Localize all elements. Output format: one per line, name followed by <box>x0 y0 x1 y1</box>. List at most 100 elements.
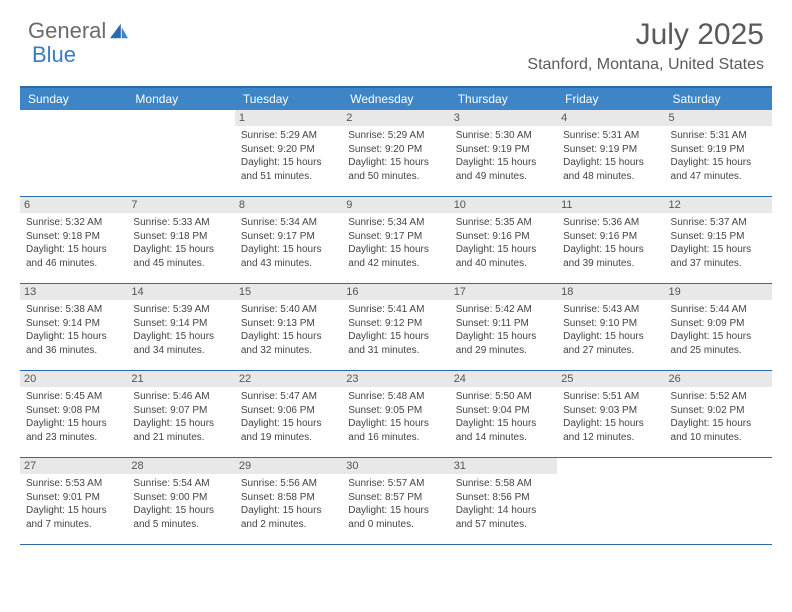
sunrise-line: Sunrise: 5:52 AM <box>671 390 766 404</box>
calendar-day: 19 Sunrise: 5:44 AMSunset: 9:09 PMDayligh… <box>665 284 772 370</box>
logo-text-blue-wrap: Blue <box>32 42 76 68</box>
day-number: 12 <box>665 197 772 213</box>
daylight-line: Daylight: 15 hours and 49 minutes. <box>456 156 551 183</box>
sunset-line: Sunset: 9:17 PM <box>241 230 336 244</box>
day-number: 13 <box>20 284 127 300</box>
day-number: 9 <box>342 197 449 213</box>
location: Stanford, Montana, United States <box>527 56 764 74</box>
sunrise-line: Sunrise: 5:57 AM <box>348 477 443 491</box>
sunset-line: Sunset: 9:05 PM <box>348 404 443 418</box>
calendar-day: 3Sunrise: 5:30 AMSunset: 9:19 PMDaylight… <box>450 110 557 196</box>
sunset-line: Sunset: 9:08 PM <box>26 404 121 418</box>
sunrise-line: Sunrise: 5:31 AM <box>563 129 658 143</box>
day-number: 27 <box>20 458 127 474</box>
sunset-line: Sunset: 9:02 PM <box>671 404 766 418</box>
sunset-line: Sunset: 9:03 PM <box>563 404 658 418</box>
day-number: 29 <box>235 458 342 474</box>
daylight-line: Daylight: 15 hours and 23 minutes. <box>26 417 121 444</box>
daylight-line: Daylight: 14 hours and 57 minutes. <box>456 504 551 531</box>
day-number: 16 <box>342 284 449 300</box>
daylight-line: Daylight: 15 hours and 7 minutes. <box>26 504 121 531</box>
daylight-line: Daylight: 15 hours and 16 minutes. <box>348 417 443 444</box>
calendar-day: 18Sunrise: 5:43 AMSunset: 9:10 PMDayligh… <box>557 284 664 370</box>
title-block: July 2025 Stanford, Montana, United Stat… <box>527 18 764 74</box>
daylight-line: Daylight: 15 hours and 27 minutes. <box>563 330 658 357</box>
weekday-header: Friday <box>557 88 664 110</box>
sunset-line: Sunset: 8:56 PM <box>456 491 551 505</box>
sunrise-line: Sunrise: 5:36 AM <box>563 216 658 230</box>
day-number: 18 <box>557 284 664 300</box>
day-number: 15 <box>235 284 342 300</box>
sunrise-line: Sunrise: 5:41 AM <box>348 303 443 317</box>
sunset-line: Sunset: 8:57 PM <box>348 491 443 505</box>
sunrise-line: Sunrise: 5:53 AM <box>26 477 121 491</box>
day-number: 21 <box>127 371 234 387</box>
sunset-line: Sunset: 9:09 PM <box>671 317 766 331</box>
weekday-header: Thursday <box>450 88 557 110</box>
sunrise-line: Sunrise: 5:54 AM <box>133 477 228 491</box>
day-number: 19 <box>665 284 772 300</box>
month-title: July 2025 <box>527 18 764 52</box>
daylight-line: Daylight: 15 hours and 36 minutes. <box>26 330 121 357</box>
sunrise-line: Sunrise: 5:30 AM <box>456 129 551 143</box>
calendar-day: 12Sunrise: 5:37 AMSunset: 9:15 PMDayligh… <box>665 197 772 283</box>
calendar-day: 21Sunrise: 5:46 AMSunset: 9:07 PMDayligh… <box>127 371 234 457</box>
day-number: 6 <box>20 197 127 213</box>
calendar: SundayMondayTuesdayWednesdayThursdayFrid… <box>20 86 772 545</box>
calendar-week: 20Sunrise: 5:45 AMSunset: 9:08 PMDayligh… <box>20 371 772 458</box>
sunrise-line: Sunrise: 5:44 AM <box>671 303 766 317</box>
daylight-line: Daylight: 15 hours and 45 minutes. <box>133 243 228 270</box>
day-number: 20 <box>20 371 127 387</box>
day-number: 3 <box>450 110 557 126</box>
sail-icon <box>108 22 130 40</box>
day-number: 26 <box>665 371 772 387</box>
day-number: 23 <box>342 371 449 387</box>
calendar-day: 23Sunrise: 5:48 AMSunset: 9:05 PMDayligh… <box>342 371 449 457</box>
calendar-day: 27 Sunrise: 5:53 AMSunset: 9:01 PMDayligh… <box>20 458 127 544</box>
daylight-line: Daylight: 15 hours and 51 minutes. <box>241 156 336 183</box>
calendar-day: 13 Sunrise: 5:38 AMSunset: 9:14 PMDayligh… <box>20 284 127 370</box>
day-number: 2 <box>342 110 449 126</box>
sunset-line: Sunset: 9:01 PM <box>26 491 121 505</box>
day-number: 4 <box>557 110 664 126</box>
calendar-day: 26Sunrise: 5:52 AMSunset: 9:02 PMDayligh… <box>665 371 772 457</box>
calendar-day: 28Sunrise: 5:54 AMSunset: 9:00 PMDayligh… <box>127 458 234 544</box>
calendar-day: 17Sunrise: 5:42 AMSunset: 9:11 PMDayligh… <box>450 284 557 370</box>
sunrise-line: Sunrise: 5:43 AM <box>563 303 658 317</box>
calendar-week: 13Sunrise: 5:38 AMSunset: 9:14 PMDayligh… <box>20 284 772 371</box>
sunrise-line: Sunrise: 5:42 AM <box>456 303 551 317</box>
daylight-line: Daylight: 15 hours and 34 minutes. <box>133 330 228 357</box>
calendar-week: 6Sunrise: 5:32 AMSunset: 9:18 PMDaylight… <box>20 197 772 284</box>
sunset-line: Sunset: 9:14 PM <box>26 317 121 331</box>
calendar-day: 2Sunrise: 5:29 AMSunset: 9:20 PMDaylight… <box>342 110 449 196</box>
calendar-day-empty <box>557 458 664 544</box>
daylight-line: Daylight: 15 hours and 37 minutes. <box>671 243 766 270</box>
calendar-day: 16Sunrise: 5:41 AMSunset: 9:12 PMDayligh… <box>342 284 449 370</box>
calendar-day: 24Sunrise: 5:50 AMSunset: 9:04 PMDayligh… <box>450 371 557 457</box>
day-number: 7 <box>127 197 234 213</box>
calendar-day-empty <box>20 110 127 196</box>
sunset-line: Sunset: 8:58 PM <box>241 491 336 505</box>
logo: General <box>28 18 132 44</box>
calendar-day: 4Sunrise: 5:31 AMSunset: 9:19 PMDaylight… <box>557 110 664 196</box>
calendar-day: 6Sunrise: 5:32 AMSunset: 9:18 PMDaylight… <box>20 197 127 283</box>
calendar-day-empty <box>127 110 234 196</box>
sunrise-line: Sunrise: 5:31 AM <box>671 129 766 143</box>
calendar-day: 25Sunrise: 5:51 AMSunset: 9:03 PMDayligh… <box>557 371 664 457</box>
weekday-header-row: SundayMondayTuesdayWednesdayThursdayFrid… <box>20 88 772 110</box>
calendar-day: 8Sunrise: 5:34 AMSunset: 9:17 PMDaylight… <box>235 197 342 283</box>
sunrise-line: Sunrise: 5:38 AM <box>26 303 121 317</box>
sunset-line: Sunset: 9:07 PM <box>133 404 228 418</box>
daylight-line: Daylight: 15 hours and 25 minutes. <box>671 330 766 357</box>
weekday-header: Sunday <box>20 88 127 110</box>
day-number: 5 <box>665 110 772 126</box>
day-number: 30 <box>342 458 449 474</box>
sunset-line: Sunset: 9:15 PM <box>671 230 766 244</box>
logo-text-blue: Blue <box>32 42 76 67</box>
calendar-day: 9Sunrise: 5:34 AMSunset: 9:17 PMDaylight… <box>342 197 449 283</box>
day-number: 25 <box>557 371 664 387</box>
day-number: 31 <box>450 458 557 474</box>
sunset-line: Sunset: 9:19 PM <box>671 143 766 157</box>
calendar-day: 10Sunrise: 5:35 AMSunset: 9:16 PMDayligh… <box>450 197 557 283</box>
sunrise-line: Sunrise: 5:50 AM <box>456 390 551 404</box>
